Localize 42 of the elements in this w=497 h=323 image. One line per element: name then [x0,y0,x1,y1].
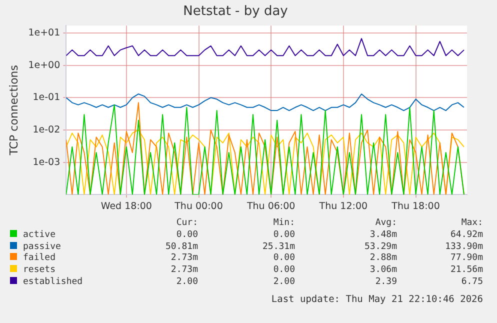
text: 64.92m [449,230,483,242]
text: 6.75 [460,276,483,289]
text: 21.56m [449,265,483,277]
text: 2.73m [170,265,198,277]
text: 2.73m [170,253,198,265]
y-axis-title: TCP connections [7,64,20,156]
legend-label: active [22,230,57,242]
chart-title: Netstat - by day [183,4,288,20]
text: 2.00 [175,276,198,289]
text: 0.00 [272,265,295,277]
text: 2.00 [272,276,295,289]
text: Cur: [175,218,198,230]
text: 0.00 [272,253,295,265]
y-tick-label: 1e-01 [32,92,60,104]
text: Min: [272,218,295,230]
y-tick-label: 1e+01 [28,28,60,39]
y-tick-label: 1e-03 [32,156,60,168]
legend-label: passive [22,242,62,253]
x-tick-label: Thu 00:00 [174,200,223,212]
text: Last update: Thu May 21 22:10:46 2026 [271,294,483,305]
text: 133.90m [444,242,483,253]
y-tick-label: 1e+00 [28,60,60,71]
x-tick-label: Thu 12:00 [318,200,368,212]
x-tick-label: Thu 06:00 [246,200,296,212]
legend-label: failed [22,253,57,266]
legend-label: resets [22,265,57,277]
x-tick-label: Wed 18:00 [100,200,152,212]
text: Avg: [374,218,397,230]
text: 25.31m [261,242,295,253]
text: 0.00 [272,230,295,242]
text: 2.88m [368,253,397,265]
text: 3.06m [368,265,397,277]
y-tick-label: 1e-02 [32,124,60,136]
text: 53.29m [363,242,397,253]
text: 2.39 [374,276,397,289]
text: 50.81m [164,242,198,253]
x-tick-label: Thu 18:00 [390,200,440,212]
text: Max: [460,218,483,230]
legend-label: established [22,276,84,289]
text: 0.00 [175,230,198,242]
text: 77.90m [449,253,483,265]
text: 3.48m [368,230,397,242]
